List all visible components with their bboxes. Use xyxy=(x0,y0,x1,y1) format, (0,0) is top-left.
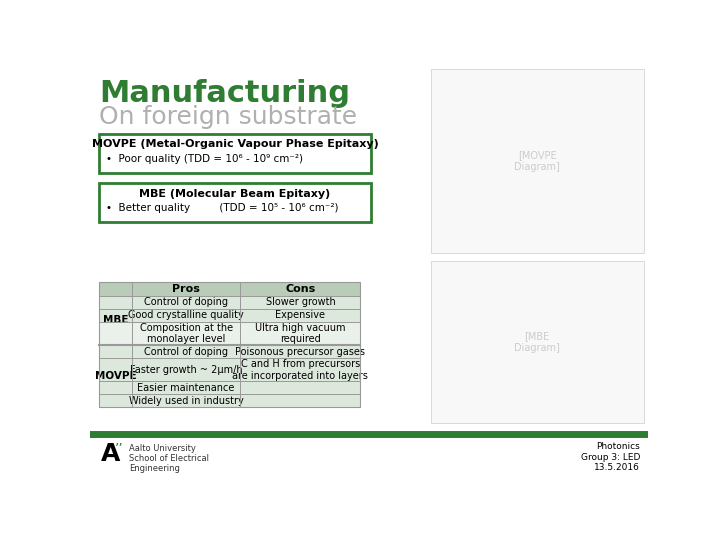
Text: ’’: ’’ xyxy=(114,442,124,456)
Bar xyxy=(99,184,371,222)
Bar xyxy=(431,261,644,423)
Text: Composition at the
monolayer level: Composition at the monolayer level xyxy=(140,323,233,345)
Bar xyxy=(99,309,361,322)
Text: Control of doping: Control of doping xyxy=(144,347,228,356)
Text: MBE (Molecular Beam Epitaxy): MBE (Molecular Beam Epitaxy) xyxy=(139,189,330,199)
Text: [MOVPE
Diagram]: [MOVPE Diagram] xyxy=(514,150,560,172)
Bar xyxy=(99,134,371,173)
Text: A: A xyxy=(101,442,120,466)
Text: Easier maintenance: Easier maintenance xyxy=(138,383,235,393)
Text: Pros: Pros xyxy=(172,284,200,294)
Text: MOVPE: MOVPE xyxy=(95,372,136,381)
Text: Widely used in industry: Widely used in industry xyxy=(129,396,243,406)
Bar xyxy=(99,296,361,309)
Text: Faster growth ~ 2μm/h: Faster growth ~ 2μm/h xyxy=(130,364,243,375)
Text: Aalto University
School of Electrical
Engineering: Aalto University School of Electrical En… xyxy=(129,444,209,474)
Bar xyxy=(99,358,361,381)
Text: •  Poor quality (TDD = 10⁶ - 10⁹ cm⁻²): • Poor quality (TDD = 10⁶ - 10⁹ cm⁻²) xyxy=(106,154,302,164)
Text: Control of doping: Control of doping xyxy=(144,298,228,307)
Text: Good crystalline quality: Good crystalline quality xyxy=(128,310,244,320)
Text: Expensive: Expensive xyxy=(276,310,325,320)
Text: •  Better quality         (TDD = 10⁵ - 10⁶ cm⁻²): • Better quality (TDD = 10⁵ - 10⁶ cm⁻²) xyxy=(106,204,338,213)
Text: MOVPE (Metal-Organic Vapour Phase Epitaxy): MOVPE (Metal-Organic Vapour Phase Epitax… xyxy=(91,139,378,150)
Bar xyxy=(99,345,361,358)
Text: Slower growth: Slower growth xyxy=(266,298,336,307)
Text: Ultra high vacuum
required: Ultra high vacuum required xyxy=(255,323,346,345)
Text: On foreign substrate: On foreign substrate xyxy=(99,105,357,129)
Text: Manufacturing: Manufacturing xyxy=(99,79,351,107)
Text: Cons: Cons xyxy=(285,284,315,294)
Text: C and H from precursors
are incorporated into layers: C and H from precursors are incorporated… xyxy=(233,359,369,381)
Bar xyxy=(431,69,644,253)
Bar xyxy=(99,394,361,408)
Text: Photonics
Group 3: LED
13.5.2016: Photonics Group 3: LED 13.5.2016 xyxy=(581,442,640,472)
Text: [MBE
Diagram]: [MBE Diagram] xyxy=(514,331,560,353)
Bar xyxy=(99,282,361,296)
Text: Poisonous precursor gases: Poisonous precursor gases xyxy=(235,347,366,356)
Text: MBE: MBE xyxy=(103,315,128,326)
Bar xyxy=(99,381,361,394)
Bar xyxy=(99,282,361,408)
Bar xyxy=(99,322,361,345)
